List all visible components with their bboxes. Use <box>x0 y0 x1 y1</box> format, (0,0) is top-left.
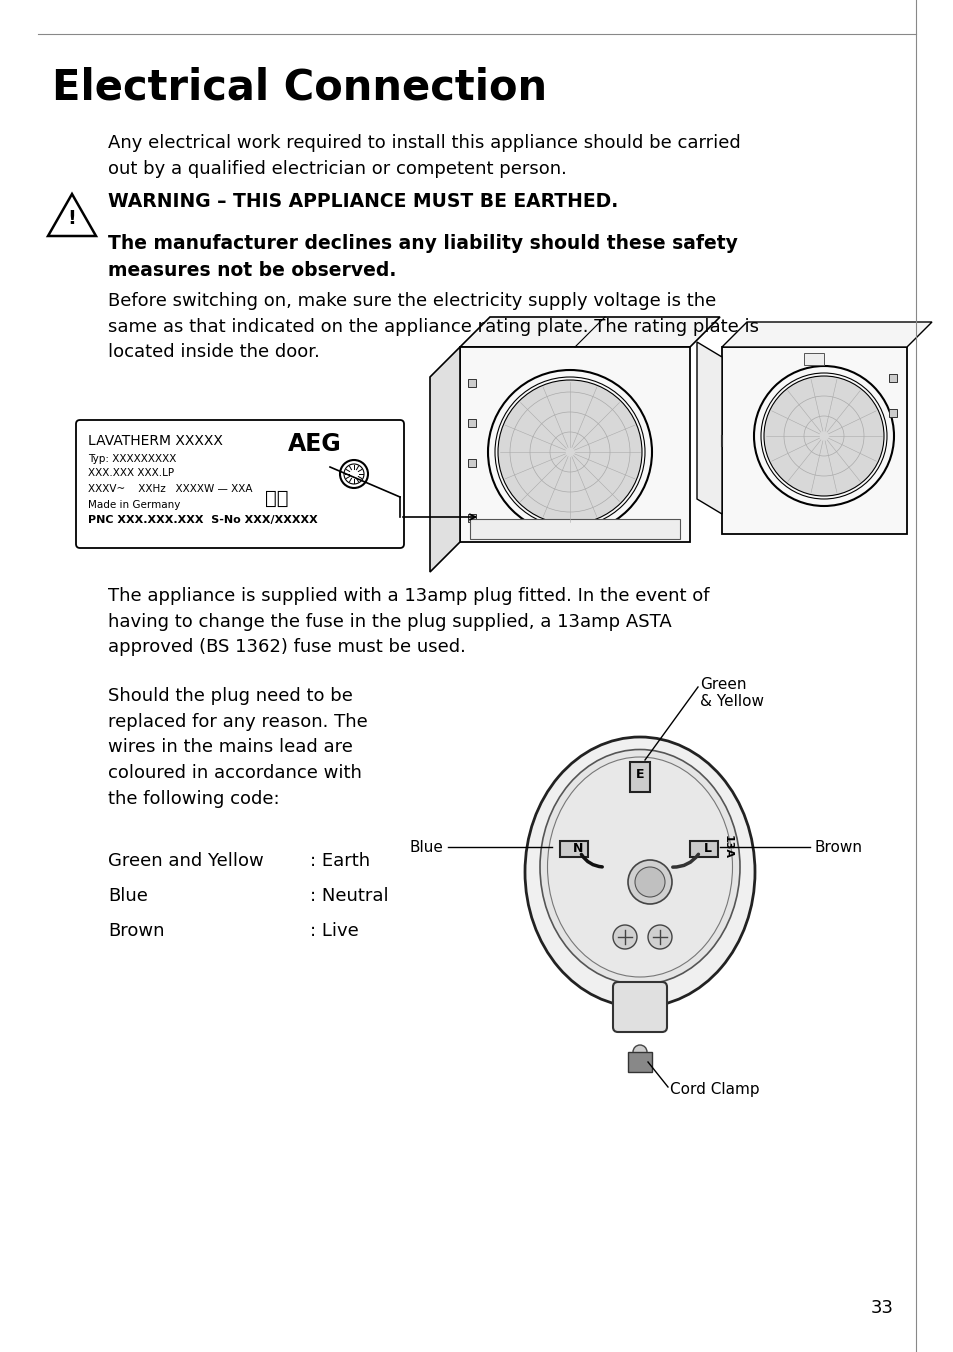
Polygon shape <box>459 316 720 347</box>
Bar <box>803 353 823 365</box>
Bar <box>468 458 476 466</box>
Bar <box>468 379 476 387</box>
Text: The appliance is supplied with a 13amp plug fitted. In the event of
having to ch: The appliance is supplied with a 13amp p… <box>108 587 709 657</box>
Text: Should the plug need to be
replaced for any reason. The
wires in the mains lead : Should the plug need to be replaced for … <box>108 687 367 807</box>
Bar <box>888 410 896 416</box>
Bar <box>459 347 689 542</box>
Bar <box>629 763 649 792</box>
Text: Before switching on, make sure the electricity supply voltage is the
same as tha: Before switching on, make sure the elect… <box>108 292 759 361</box>
Text: 33: 33 <box>870 1299 893 1317</box>
Text: Electrical Connection: Electrical Connection <box>52 68 547 110</box>
Circle shape <box>627 860 671 904</box>
Circle shape <box>633 1045 646 1059</box>
Ellipse shape <box>524 737 754 1007</box>
Text: WARNING – THIS APPLIANCE MUST BE EARTHED.: WARNING – THIS APPLIANCE MUST BE EARTHED… <box>108 192 618 211</box>
Text: : Neutral: : Neutral <box>310 887 388 904</box>
Polygon shape <box>430 347 459 572</box>
Text: Green and Yellow: Green and Yellow <box>108 852 263 869</box>
Text: XXX.XXX XXX.LP: XXX.XXX XXX.LP <box>88 468 174 479</box>
Text: : Earth: : Earth <box>310 852 370 869</box>
FancyBboxPatch shape <box>76 420 403 548</box>
Bar <box>559 841 587 857</box>
Bar <box>689 841 718 857</box>
Text: Made in Germany: Made in Germany <box>88 500 180 510</box>
Bar <box>470 519 679 539</box>
Text: !: ! <box>68 210 76 228</box>
Text: PNC XXX.XXX.XXX  S-No XXX/XXXXX: PNC XXX.XXX.XXX S-No XXX/XXXXX <box>88 515 317 525</box>
Text: ⒸⒺ: ⒸⒺ <box>265 489 288 508</box>
Text: E: E <box>635 768 643 781</box>
FancyBboxPatch shape <box>613 982 666 1032</box>
Bar <box>468 419 476 427</box>
Polygon shape <box>697 342 721 514</box>
Bar <box>888 375 896 383</box>
Ellipse shape <box>547 757 732 977</box>
Text: Blue: Blue <box>410 840 443 854</box>
Ellipse shape <box>539 749 740 984</box>
Text: Green: Green <box>700 677 745 692</box>
Text: & Yellow: & Yellow <box>700 694 763 708</box>
Circle shape <box>635 867 664 896</box>
Text: 13A: 13A <box>722 836 732 859</box>
Bar <box>468 514 476 522</box>
Bar <box>721 347 906 534</box>
Circle shape <box>647 925 671 949</box>
Text: AEG: AEG <box>288 433 341 456</box>
Polygon shape <box>721 322 931 347</box>
Text: Cord Clamp: Cord Clamp <box>669 1082 759 1096</box>
Text: Brown: Brown <box>814 840 862 854</box>
Bar <box>627 1052 651 1072</box>
Circle shape <box>613 925 637 949</box>
Circle shape <box>497 380 641 525</box>
Text: N: N <box>572 841 582 854</box>
Text: Blue: Blue <box>108 887 148 904</box>
Text: The manufacturer declines any liability should these safety
measures not be obse: The manufacturer declines any liability … <box>108 234 737 280</box>
Text: Any electrical work required to install this appliance should be carried
out by : Any electrical work required to install … <box>108 134 740 177</box>
Text: Typ: XXXXXXXXX: Typ: XXXXXXXXX <box>88 454 176 464</box>
Text: : Live: : Live <box>310 922 358 940</box>
Text: LAVATHERM XXXXX: LAVATHERM XXXXX <box>88 434 223 448</box>
Text: XXXV~    XXHz   XXXXW — XXA: XXXV~ XXHz XXXXW — XXA <box>88 484 253 493</box>
Text: L: L <box>703 841 711 854</box>
Circle shape <box>763 376 883 496</box>
Text: Brown: Brown <box>108 922 164 940</box>
